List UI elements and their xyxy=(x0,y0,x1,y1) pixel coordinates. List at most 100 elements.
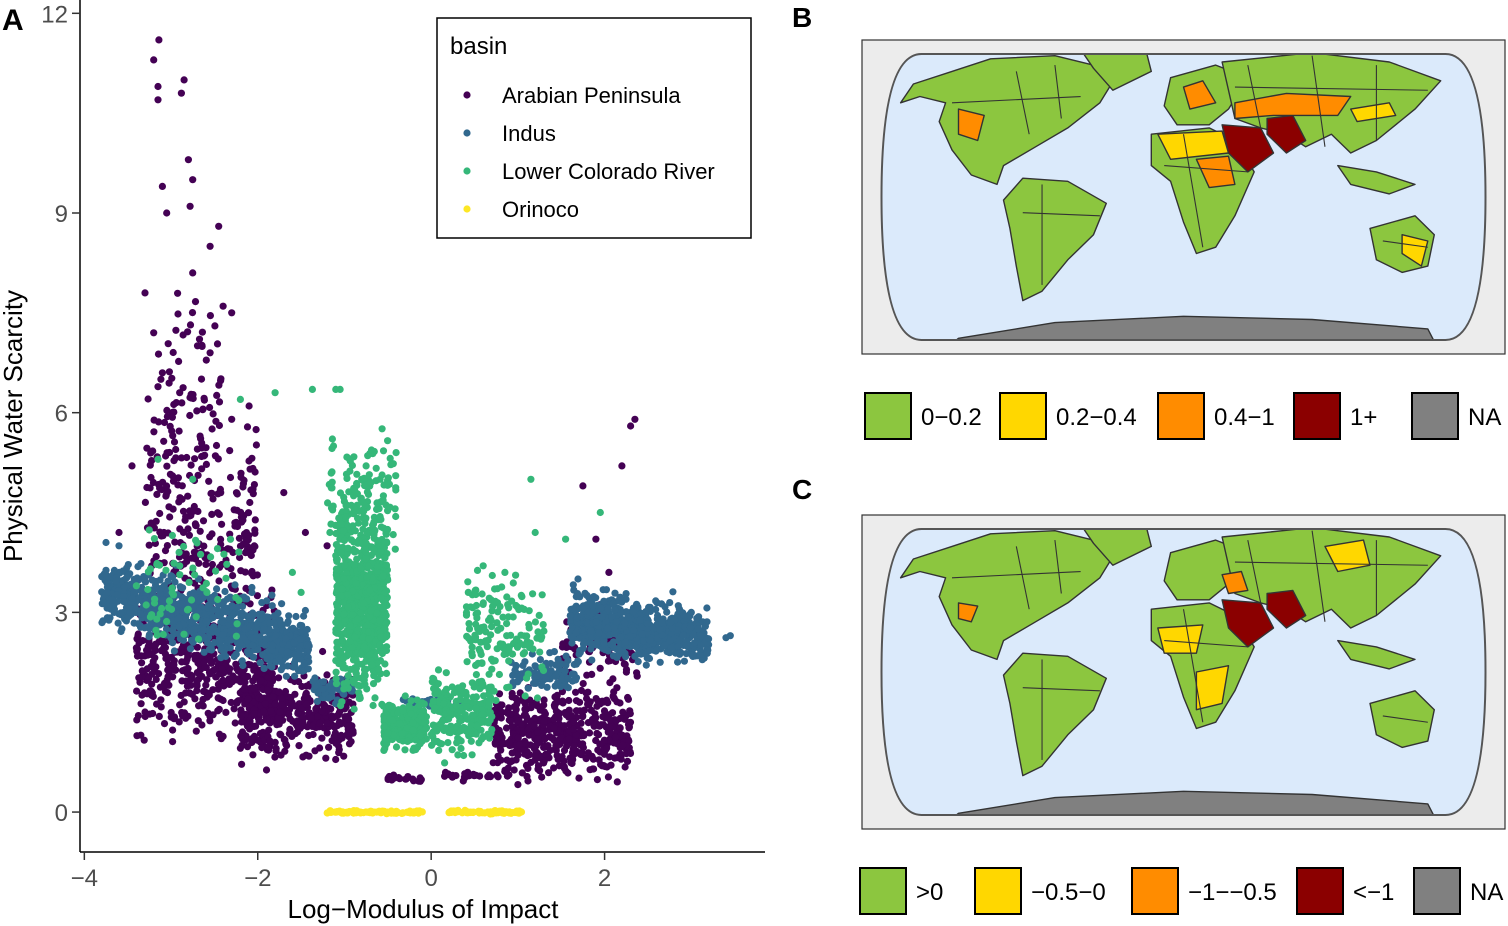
data-point xyxy=(243,722,252,730)
data-point xyxy=(206,312,214,320)
data-point xyxy=(192,727,200,735)
data-point xyxy=(191,455,199,463)
data-point xyxy=(172,399,180,407)
data-point xyxy=(190,548,198,556)
data-point xyxy=(391,545,399,553)
data-point xyxy=(187,675,195,683)
data-point xyxy=(582,689,590,697)
data-point xyxy=(241,700,249,708)
data-point xyxy=(233,522,242,531)
data-point xyxy=(349,676,357,684)
data-point xyxy=(262,635,270,643)
data-point xyxy=(175,357,183,365)
data-point xyxy=(118,625,126,633)
data-point xyxy=(646,636,654,644)
data-point xyxy=(355,689,363,697)
data-point xyxy=(246,622,255,630)
data-point xyxy=(521,705,529,713)
data-point xyxy=(206,533,214,541)
data-point xyxy=(164,487,172,495)
data-point xyxy=(600,640,608,648)
data-point xyxy=(343,474,351,482)
data-point xyxy=(283,648,291,656)
data-point xyxy=(233,698,241,706)
data-point xyxy=(219,732,227,741)
data-point xyxy=(600,707,609,715)
data-point xyxy=(238,728,247,736)
data-point xyxy=(204,639,212,647)
data-point xyxy=(395,720,404,728)
data-point xyxy=(186,321,195,329)
data-point xyxy=(604,605,612,613)
data-point xyxy=(380,481,389,489)
data-point xyxy=(624,613,632,621)
data-point xyxy=(244,695,252,703)
data-point xyxy=(155,480,163,489)
data-point xyxy=(103,571,111,580)
data-point xyxy=(272,747,280,755)
data-point xyxy=(169,673,177,681)
data-point xyxy=(163,406,171,414)
data-point xyxy=(514,734,522,742)
data-point xyxy=(271,753,279,761)
data-point xyxy=(289,624,297,632)
data-point xyxy=(150,329,158,337)
data-point xyxy=(240,530,249,538)
data-point xyxy=(407,710,415,718)
data-point xyxy=(623,757,632,766)
data-point xyxy=(630,626,638,634)
data-point xyxy=(134,595,142,604)
data-point xyxy=(606,723,614,731)
data-point xyxy=(215,222,223,230)
data-point xyxy=(335,660,343,668)
data-point xyxy=(102,538,110,547)
data-point xyxy=(329,442,338,450)
data-point xyxy=(598,613,606,621)
data-point xyxy=(369,701,377,710)
data-point xyxy=(495,690,504,698)
data-point xyxy=(569,581,577,589)
data-point xyxy=(211,665,219,674)
data-point xyxy=(304,665,312,673)
data-point xyxy=(367,479,375,487)
data-point xyxy=(309,730,317,739)
data-point xyxy=(392,743,401,751)
data-point xyxy=(170,438,179,446)
data-point xyxy=(532,741,540,749)
data-point xyxy=(175,623,183,631)
data-point xyxy=(285,710,293,718)
data-point xyxy=(157,703,165,711)
data-point xyxy=(610,630,618,638)
data-point xyxy=(370,546,378,554)
data-point xyxy=(540,701,548,709)
data-point xyxy=(312,705,320,713)
data-point xyxy=(543,683,551,691)
data-point xyxy=(560,722,568,730)
data-point xyxy=(701,622,710,630)
data-point xyxy=(290,702,298,710)
data-point xyxy=(141,577,149,585)
data-point xyxy=(619,708,627,716)
data-point xyxy=(227,698,235,707)
data-point xyxy=(263,597,271,605)
data-point xyxy=(361,545,369,554)
data-point xyxy=(370,530,378,539)
data-point xyxy=(206,717,214,725)
data-point xyxy=(327,686,335,694)
data-point xyxy=(177,583,185,592)
data-point xyxy=(560,746,569,755)
data-point xyxy=(514,781,522,789)
data-point xyxy=(652,647,660,655)
data-point xyxy=(340,610,348,618)
data-point xyxy=(183,453,191,462)
data-point xyxy=(638,630,646,638)
data-point xyxy=(335,718,343,726)
data-point xyxy=(205,477,213,485)
data-point xyxy=(558,697,567,705)
data-point xyxy=(159,596,167,604)
data-point xyxy=(229,572,237,580)
data-point xyxy=(352,670,360,678)
data-point xyxy=(675,650,683,658)
data-point xyxy=(307,714,315,722)
data-point xyxy=(564,769,572,777)
